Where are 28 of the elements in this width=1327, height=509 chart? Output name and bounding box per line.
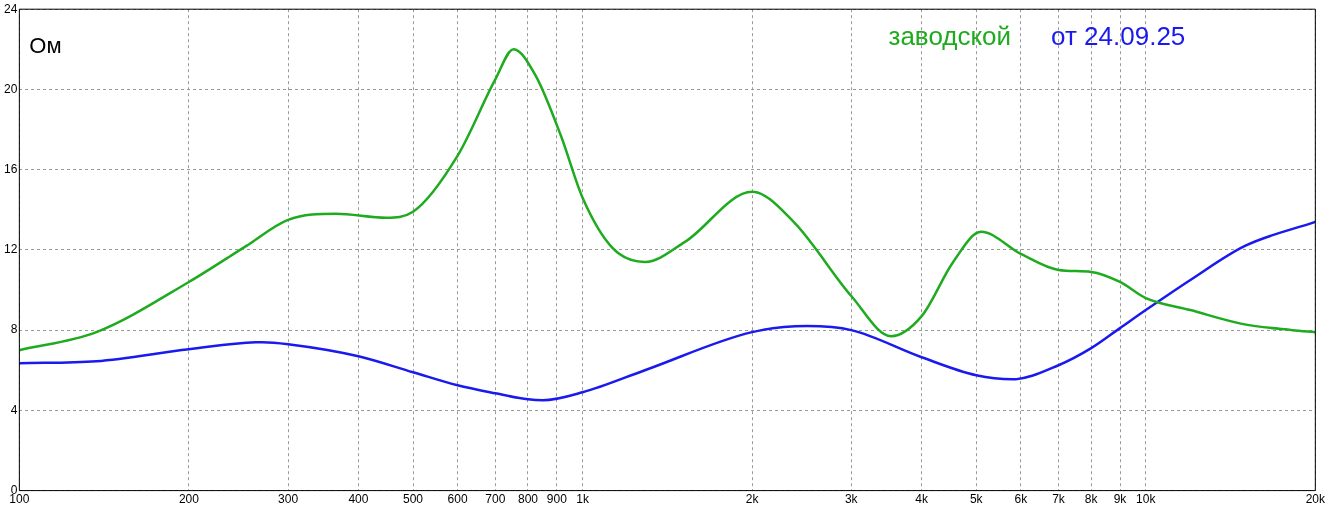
text: от 24.09.25 [1051,21,1186,52]
x-tick-label: 20k [1305,492,1326,507]
x-tick-label: 600 [447,492,468,507]
y-tick-label: 12 [3,242,18,257]
x-tick-label: 900 [546,492,568,507]
y-tick-label: 8 [10,322,18,337]
x-tick-label: 1k [576,492,590,507]
y-tick-label: 16 [3,161,18,176]
x-tick-label: 8k [1084,492,1099,507]
x-tick-label: 10k [1136,492,1157,507]
x-tick-label: 3k [844,492,859,507]
x-tick-label: 700 [485,492,506,507]
y-axis-title: Ом [29,33,62,59]
y-tick-label: 20 [3,81,18,96]
x-tick-label: 4k [915,492,929,507]
x-tick-label: 500 [403,492,424,507]
x-tick-label: 7k [1052,492,1066,507]
x-tick-label: 9k [1113,492,1128,507]
text: заводской [888,21,1012,52]
x-tick-label: 800 [517,492,539,507]
x-tick-label: 200 [178,492,200,507]
x-tick-label: 5k [969,492,984,507]
x-tick-label: 6k [1014,492,1029,507]
y-tick-label: 4 [10,402,18,417]
x-tick-label: 400 [348,492,369,507]
y-tick-label: 24 [3,1,18,16]
x-tick-label: 2k [745,492,760,507]
x-tick-label: 300 [278,492,299,507]
